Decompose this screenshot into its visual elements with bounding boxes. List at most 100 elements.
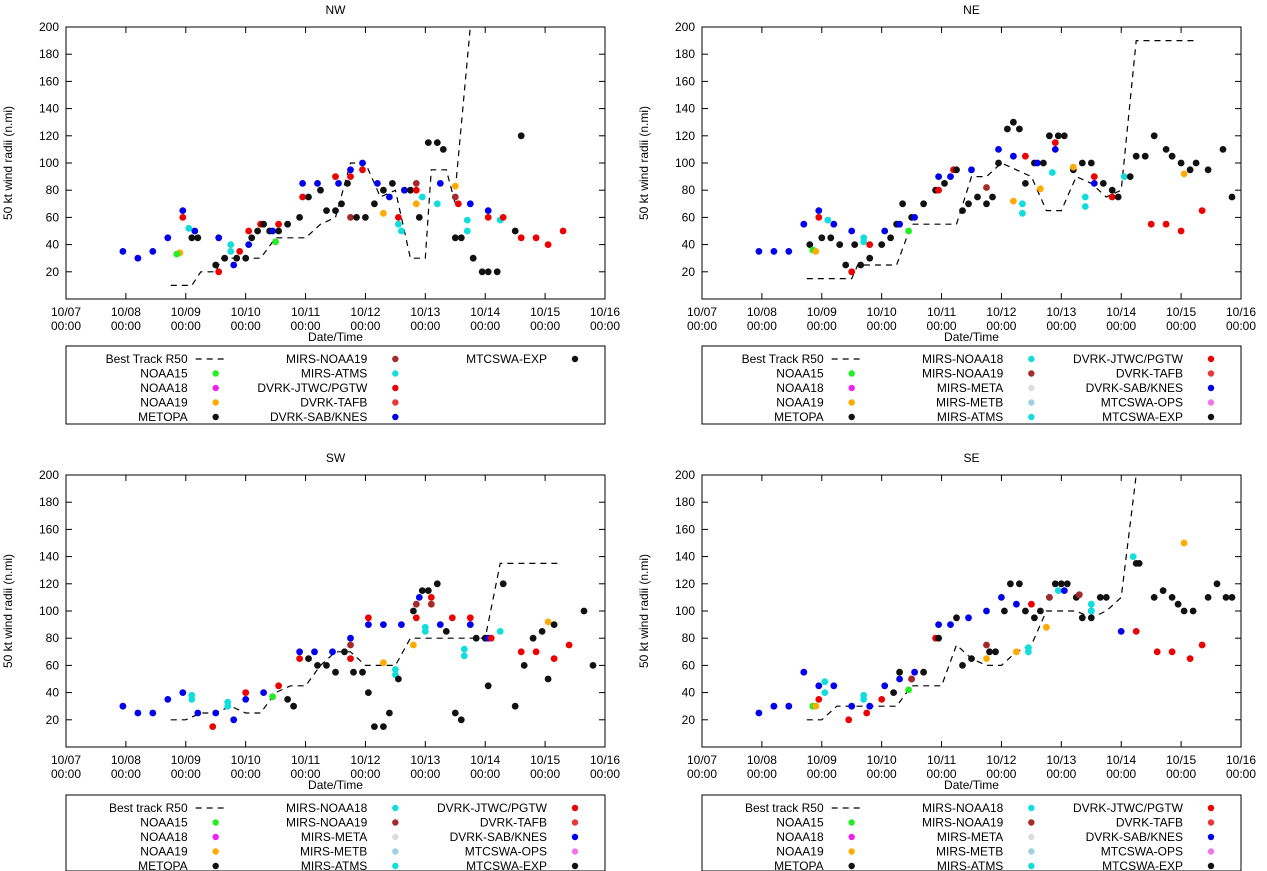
- data-point-dvrk-sab-knes: [380, 621, 387, 628]
- data-point-mirs-noaa19: [983, 641, 990, 649]
- data-point-mirs-atms: [1025, 648, 1032, 656]
- data-point-mirs-atms: [1081, 203, 1089, 210]
- legend-label: DVRK-SAB/KNES: [1086, 381, 1183, 395]
- data-point-dvrk-jtwc-pgtw: [484, 214, 492, 221]
- legend-dot-marker: [392, 399, 399, 406]
- legend-dot-marker: [1028, 833, 1035, 841]
- data-point-metopa: [983, 200, 990, 208]
- data-point-metopa: [359, 668, 366, 676]
- data-point-dvrk-sab-knes: [311, 648, 318, 656]
- data-point-noaa19: [812, 702, 820, 710]
- x-tick-label: 10/13 00:00: [410, 753, 440, 781]
- legend-label: MIRS-NOAA18: [922, 801, 1004, 815]
- legend-label: NOAA15: [140, 367, 188, 381]
- data-point-noaa19: [1013, 648, 1020, 656]
- legend-label: NOAA19: [776, 396, 824, 410]
- data-point-noaa19: [1180, 539, 1188, 547]
- data-point-dvrk-sab-knes: [755, 248, 763, 255]
- legend-label: MIRS-NOAA19: [922, 367, 1004, 381]
- data-point-metopa: [941, 180, 948, 187]
- data-point-metopa: [857, 261, 865, 269]
- data-point-metopa: [965, 200, 972, 208]
- data-point-metopa: [314, 662, 321, 669]
- data-point-dvrk-sab-knes: [335, 180, 342, 187]
- y-tick-label: 140: [39, 102, 59, 116]
- legend-dot-marker: [1028, 355, 1035, 363]
- legend-label: MIRS-ATMS: [301, 367, 367, 381]
- data-point-dvrk-jtwc-pgtw: [179, 214, 187, 221]
- data-point-mirs-atms: [227, 248, 235, 255]
- data-point-metopa: [827, 234, 835, 242]
- data-point-noaa15: [272, 238, 279, 246]
- legend-dot-marker: [392, 384, 399, 392]
- data-point-metopa: [380, 723, 387, 730]
- data-point-dvrk-jtwc-pgtw: [1186, 655, 1194, 662]
- x-tick-label: 10/09 00:00: [807, 305, 837, 333]
- chart-title: NW: [326, 3, 347, 17]
- data-point-dvrk-jtwc-pgtw: [517, 648, 525, 656]
- data-point-dvrk-sab-knes: [935, 173, 942, 181]
- legend-dot-marker: [848, 819, 855, 826]
- legend-dot-marker: [1207, 819, 1215, 826]
- data-point-metopa: [212, 261, 220, 269]
- data-point-metopa: [1168, 152, 1176, 160]
- legend-dot-marker: [1028, 384, 1035, 392]
- data-point-metopa: [290, 702, 297, 710]
- data-point-mirs-atms: [433, 200, 441, 208]
- y-tick-label: 200: [675, 20, 695, 34]
- data-point-metopa: [1099, 180, 1107, 187]
- data-point-dvrk-sab-knes: [230, 261, 238, 269]
- legend-label: NOAA19: [140, 396, 188, 410]
- data-point-noaa19: [412, 200, 420, 208]
- y-tick-label: 80: [682, 183, 696, 197]
- y-tick-label: 60: [46, 658, 60, 672]
- data-point-metopa: [1063, 580, 1071, 588]
- y-tick-label: 60: [682, 658, 696, 672]
- y-tick-label: 140: [675, 550, 695, 564]
- data-point-dvrk-jtwc-pgtw: [1198, 207, 1206, 215]
- plot-frame: [65, 26, 606, 300]
- data-point-metopa: [1060, 132, 1068, 140]
- data-point-noaa19: [1069, 163, 1077, 171]
- legend-label: MIRS-NOAA19: [286, 352, 368, 366]
- data-point-mirs-atms: [421, 628, 429, 635]
- legend-label: MIRS-ATMS: [937, 859, 1003, 871]
- data-point-metopa: [371, 723, 378, 730]
- data-point-dvrk-jtwc-pgtw: [866, 241, 874, 249]
- data-point-metopa: [451, 234, 459, 242]
- data-point-dvrk-jtwc-pgtw: [359, 166, 366, 174]
- data-point-metopa: [818, 234, 826, 242]
- data-point-metopa: [866, 254, 874, 262]
- data-point-metopa: [520, 662, 528, 669]
- data-point-dvrk-sab-knes: [347, 634, 354, 642]
- y-axis-label: 50 kt wind radii (n.mi): [637, 554, 651, 668]
- legend-label: METOPA: [138, 859, 188, 871]
- data-point-metopa: [986, 648, 993, 656]
- y-tick-label: 20: [46, 713, 60, 727]
- data-point-metopa: [974, 193, 981, 201]
- data-point-mirs-atms: [1120, 173, 1128, 181]
- data-point-metopa: [1150, 594, 1158, 601]
- legend-dot-marker: [1028, 413, 1035, 421]
- legend-label: Best track R50: [109, 801, 188, 815]
- x-tick-label: 10/11 00:00: [291, 305, 321, 333]
- legend-dot-marker: [212, 384, 219, 392]
- y-tick-label: 60: [682, 210, 696, 224]
- legend-dot-marker: [1028, 804, 1035, 812]
- data-point-metopa: [887, 234, 894, 242]
- x-tick-label: 10/10 00:00: [231, 305, 261, 333]
- y-tick-label: 40: [682, 238, 696, 252]
- data-point-metopa: [284, 220, 291, 228]
- data-point-dvrk-sab-knes: [296, 648, 303, 656]
- data-point-dvrk-sab-knes: [401, 186, 408, 194]
- y-tick-label: 160: [675, 522, 695, 536]
- legend-label: MIRS-METB: [936, 396, 1003, 410]
- legend-label: DVRK-TAFB: [480, 816, 547, 830]
- data-point-noaa19: [380, 659, 387, 667]
- data-point-dvrk-jtwc-pgtw: [848, 268, 856, 276]
- data-point-mirs-atms: [1054, 587, 1062, 594]
- x-tick-label: 10/12 00:00: [350, 305, 380, 333]
- data-point-metopa: [589, 662, 597, 669]
- legend-label: Best track R50: [745, 801, 824, 815]
- data-point-dvrk-jtwc-pgtw: [532, 234, 540, 242]
